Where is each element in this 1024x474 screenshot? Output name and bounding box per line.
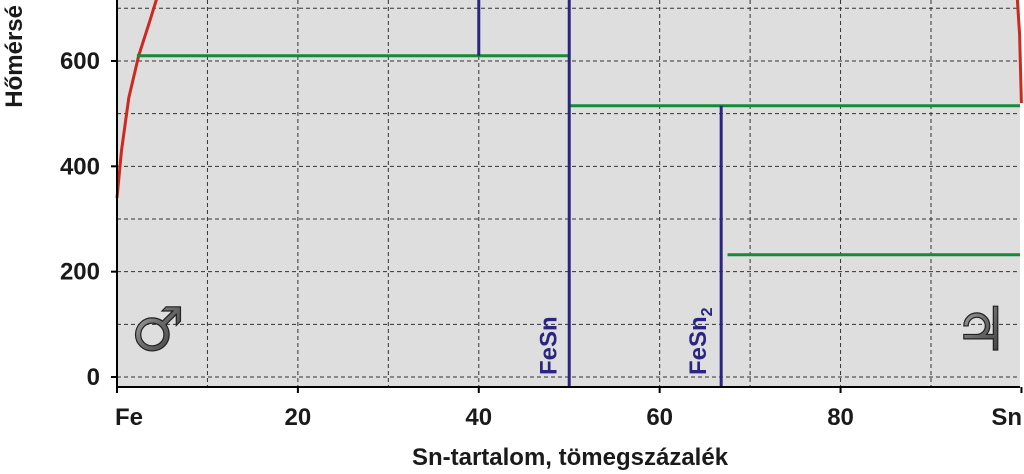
liquidus-curve [1015, 0, 1023, 104]
x-tick-label: 60 [646, 404, 673, 431]
y-tick-label: 0 [87, 364, 100, 391]
y-axis-title: Hőmérsé [1, 5, 28, 108]
x-tick-label: Fe [115, 404, 143, 431]
x-tick-label: Sn [991, 404, 1022, 431]
phase-label: FeSn2 [685, 307, 716, 375]
phase-label-text: FeSn [536, 316, 563, 375]
phase-label-subscript: 2 [699, 307, 716, 316]
mars-symbol: ♂ [131, 295, 185, 365]
y-tick-label: 600 [60, 48, 100, 75]
liquidus-curve [115, 0, 158, 199]
x-tick-label: 80 [827, 404, 854, 431]
x-axis-title: Sn-tartalom, tömegszázalék [412, 444, 729, 471]
y-tick-label: 200 [60, 259, 100, 286]
phase-label-text: FeSn [685, 316, 712, 375]
x-tick-label: 40 [465, 404, 492, 431]
y-tick-label: 400 [60, 153, 100, 180]
phase-label: FeSn [536, 316, 563, 375]
jupiter-symbol: ♃ [954, 295, 1008, 365]
x-tick-label: 20 [285, 404, 312, 431]
